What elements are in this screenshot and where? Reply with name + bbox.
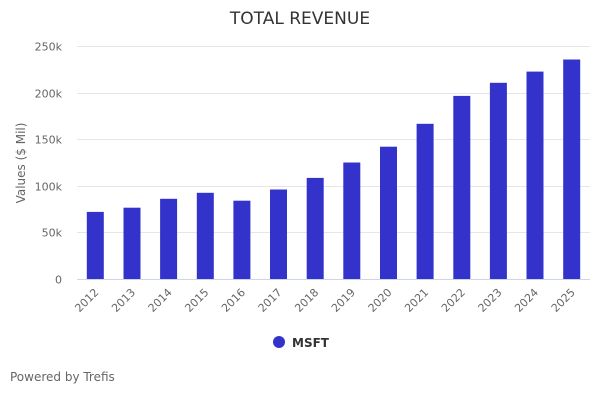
bar-series — [86, 59, 581, 280]
x-tick-label: 2020 — [366, 286, 395, 315]
y-tick-label: 250k — [35, 41, 63, 54]
x-tick-label: 2019 — [329, 286, 358, 315]
y-tick-label: 150k — [35, 134, 63, 147]
x-tick-label: 2024 — [512, 286, 541, 315]
x-tick-label: 2025 — [549, 286, 578, 315]
bar-2017[interactable] — [270, 189, 287, 280]
x-axis-ticks: 2012 2013 2014 2015 2016 2017 2018 2019 2020 2021… — [72, 286, 577, 315]
bar-2013[interactable] — [123, 207, 141, 279]
bar-2019[interactable] — [343, 162, 361, 280]
legend[interactable]: MSFT — [273, 336, 330, 350]
bar-2023[interactable] — [489, 82, 507, 279]
bar-2021[interactable] — [416, 123, 434, 279]
x-tick-label: 2022 — [439, 286, 468, 315]
x-tick-label: 2013 — [109, 286, 138, 315]
bar-2025[interactable] — [563, 59, 581, 280]
bar-2018[interactable] — [306, 177, 324, 279]
x-tick-label: 2012 — [72, 286, 101, 315]
y-tick-label: 0 — [55, 274, 62, 287]
legend-swatch-icon — [273, 336, 285, 348]
x-tick-label: 2021 — [402, 286, 431, 315]
y-axis-ticks: 0 50k 100k 150k 200k 250k — [35, 41, 63, 287]
bar-2024[interactable] — [526, 71, 544, 279]
x-tick-label: 2018 — [292, 286, 321, 315]
bar-2015[interactable] — [196, 192, 214, 279]
bar-2014[interactable] — [160, 198, 178, 279]
y-tick-label: 50k — [42, 227, 63, 240]
x-tick-label: 2016 — [219, 286, 248, 315]
x-tick-label: 2014 — [146, 286, 175, 315]
x-tick-label: 2017 — [256, 286, 285, 315]
bar-2012[interactable] — [86, 211, 104, 279]
powered-by-credit[interactable]: Powered by Trefis — [10, 370, 115, 384]
legend-label[interactable]: MSFT — [292, 336, 330, 350]
bar-2016[interactable] — [233, 200, 251, 279]
x-tick-label: 2015 — [182, 286, 211, 315]
bar-2022[interactable] — [453, 95, 471, 280]
bar-2020[interactable] — [380, 146, 397, 279]
y-axis-label: Values ($ Mil) — [14, 123, 28, 204]
x-tick-label: 2023 — [476, 286, 505, 315]
gridlines — [77, 46, 590, 233]
chart-title: TOTAL REVENUE — [229, 9, 370, 29]
y-tick-label: 200k — [35, 88, 63, 101]
y-tick-label: 100k — [35, 181, 63, 194]
